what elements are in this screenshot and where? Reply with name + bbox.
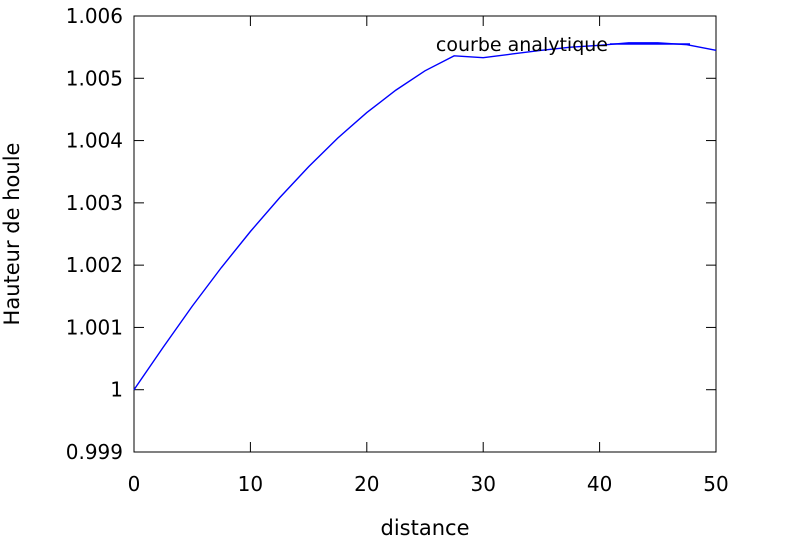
axis-ticks bbox=[133, 15, 717, 453]
y-tick-label: 1.006 bbox=[66, 4, 123, 28]
plot-frame bbox=[133, 15, 717, 453]
x-tick-label: 20 bbox=[354, 472, 379, 496]
x-tick-label: 0 bbox=[128, 472, 141, 496]
x-tick-label: 50 bbox=[703, 472, 728, 496]
series-line bbox=[133, 42, 717, 391]
x-tick-label: 40 bbox=[587, 472, 612, 496]
axis-tick-labels: 0 10 20 30 40 50 0.999 1 1.001 1.002 1.003 1.004 1.0… bbox=[66, 4, 729, 496]
x-tick-label: 30 bbox=[470, 472, 495, 496]
x-tick-label: 10 bbox=[238, 472, 263, 496]
y-tick-label: 0.999 bbox=[66, 440, 123, 464]
y-axis-label: Hauteur de houle bbox=[0, 143, 24, 326]
legend: courbe analytique bbox=[436, 34, 690, 56]
y-tick-label: 1.003 bbox=[66, 191, 123, 215]
y-tick-label: 1.001 bbox=[66, 315, 123, 339]
y-tick-label: 1.002 bbox=[66, 253, 123, 277]
legend-label: courbe analytique bbox=[436, 34, 608, 56]
y-tick-label: 1.005 bbox=[66, 66, 123, 90]
series-layer bbox=[133, 42, 717, 391]
y-tick-label: 1.004 bbox=[66, 129, 123, 153]
x-axis-label: distance bbox=[381, 516, 470, 540]
y-tick-label: 1 bbox=[110, 378, 123, 402]
